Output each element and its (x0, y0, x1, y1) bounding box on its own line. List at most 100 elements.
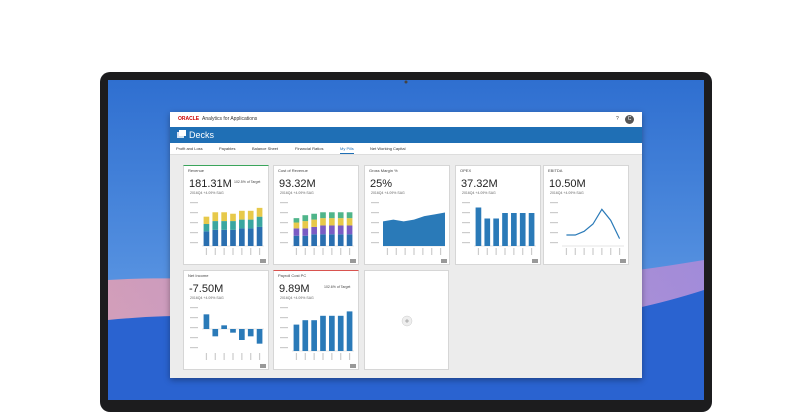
axis-tick-placeholder (280, 222, 288, 224)
bar-segment (293, 222, 300, 229)
kpi-sub: 2016Q4 +4.09% SAG (190, 296, 224, 300)
bar-segment (346, 225, 353, 235)
x-label-placeholder (295, 248, 298, 255)
x-label-placeholder (331, 248, 333, 255)
footer-icon (350, 364, 356, 368)
card-title: OPEX (460, 168, 472, 173)
bar-segment (320, 225, 326, 235)
tab-bar: Profit and Loss Payables Balance Sheet Fina… (170, 143, 642, 155)
bar-segment (320, 234, 326, 246)
x-label-placeholder (295, 353, 298, 360)
bar-segment (320, 212, 326, 219)
bar (320, 315, 326, 351)
kpi-sub: 2016Q4 +4.09% SAG (280, 191, 314, 195)
avatar[interactable]: C (625, 115, 634, 124)
kpi-sub: 2016Q4 +4.09% SAG (550, 191, 584, 195)
x-label-placeholder (348, 248, 351, 255)
footer-icon (532, 259, 538, 263)
x-label-placeholder (304, 353, 306, 360)
x-label-placeholder (477, 248, 480, 255)
add-icon (401, 315, 413, 327)
x-label-placeholder (618, 248, 621, 255)
bar-segment (311, 219, 317, 227)
axis-tick-placeholder (550, 222, 558, 224)
x-label-placeholder (205, 353, 208, 360)
bar-segment (247, 219, 254, 229)
axis-tick-placeholder (190, 347, 198, 349)
x-label-placeholder (205, 248, 208, 255)
bar-segment (212, 221, 219, 230)
x-label-placeholder (331, 353, 333, 360)
bar-segment (230, 213, 236, 222)
x-label-placeholder (313, 353, 315, 360)
add-card[interactable] (364, 270, 449, 370)
x-label-placeholder (250, 248, 252, 255)
tab[interactable]: Payables (219, 146, 236, 151)
x-label-placeholder (250, 353, 252, 360)
bar-segment (212, 212, 219, 222)
kpi-card[interactable]: OPEX 37.32M 2016Q4 +4.09% SAG (455, 165, 541, 265)
kpi-card[interactable]: Net Income -7.50M 2016Q4 +4.09% SAG (183, 270, 269, 370)
card-title: Cost of Revenue (278, 168, 308, 173)
mini-chart (280, 202, 356, 263)
kpi-value: 93.32M (279, 178, 316, 190)
product-name: Analytics for Applications (202, 116, 258, 122)
bar-segment (337, 234, 344, 246)
bar-segment (329, 225, 335, 235)
bar-segment (311, 234, 317, 246)
card-area: Revenue 181.31M 102.5% of Target 2016Q4 +4.… (170, 154, 642, 378)
axis-tick-placeholder (190, 327, 198, 329)
bar (475, 207, 482, 246)
mini-chart (371, 202, 447, 263)
x-label-placeholder (601, 248, 603, 255)
bar-segment (337, 212, 344, 219)
tab[interactable]: Net Working Capital (370, 146, 406, 151)
bar (230, 329, 236, 333)
bar (493, 218, 499, 246)
bar-segment (293, 218, 300, 223)
bar-segment (230, 229, 236, 246)
bar-segment (302, 228, 309, 236)
footer-icon (620, 259, 626, 263)
card-title: Net Income (188, 273, 209, 278)
help-button[interactable]: ? (616, 116, 619, 122)
kpi-card[interactable]: Payroll Cost PC 9.89M 102.6% of Target 2016… (273, 270, 359, 370)
kpi-card[interactable]: Cost of Revenue 93.32M 2016Q4 +4.09% SAG (273, 165, 359, 265)
bar-segment (346, 218, 353, 226)
footer-icon (441, 259, 447, 263)
bar-segment (256, 216, 263, 227)
bar-segment (256, 207, 263, 217)
kpi-value: 10.50M (549, 178, 586, 190)
axis-tick-placeholder (190, 317, 198, 319)
x-label-placeholder (232, 248, 234, 255)
decks-icon (177, 130, 186, 138)
x-label-placeholder (522, 248, 524, 255)
kpi-target: 102.5% of Target (234, 180, 261, 184)
tab[interactable]: My Pills (340, 146, 354, 154)
axis-tick-placeholder (280, 202, 288, 204)
x-label-placeholder (422, 248, 424, 255)
bar-segment (346, 234, 353, 246)
bar-segment (256, 226, 263, 246)
axis-tick-placeholder (190, 307, 198, 309)
bar-segment (320, 218, 326, 226)
axis-tick-placeholder (280, 317, 288, 319)
tab[interactable]: Profit and Loss (176, 146, 203, 151)
axis-tick-placeholder (462, 242, 470, 244)
bar (519, 213, 526, 246)
kpi-card[interactable]: Revenue 181.31M 102.5% of Target 2016Q4 +4.… (183, 165, 269, 265)
axis-tick-placeholder (280, 307, 288, 309)
x-label-placeholder (322, 248, 324, 255)
bar (311, 320, 317, 351)
bar (239, 329, 245, 340)
axis-tick-placeholder (371, 242, 379, 244)
tab[interactable]: Balance Sheet (252, 146, 279, 151)
x-label-placeholder (413, 248, 415, 255)
tab[interactable]: Financial Ratios (295, 146, 324, 151)
bar-segment (230, 221, 236, 230)
bar (329, 315, 335, 351)
kpi-card[interactable]: EBITDA 10.50M 2016Q4 +4.09% SAG (543, 165, 629, 265)
axis-tick-placeholder (280, 327, 288, 329)
x-label-placeholder (574, 248, 576, 255)
kpi-card[interactable]: Gross Margin % 25% 2016Q4 +4.09% SAG (364, 165, 450, 265)
